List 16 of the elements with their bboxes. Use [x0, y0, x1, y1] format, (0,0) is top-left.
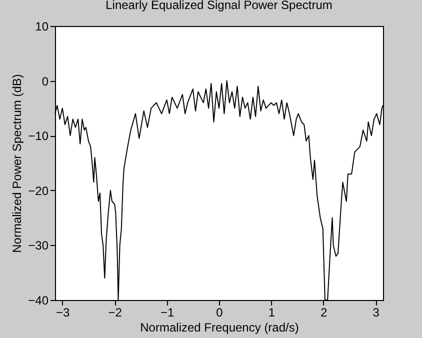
x-tick-label: −2 [108, 306, 122, 320]
y-tick-label: −10 [28, 129, 49, 144]
x-axis-title: Normalized Frequency (rad/s) [140, 320, 299, 334]
x-tick-label: 2 [320, 306, 328, 320]
y-tick-label: −20 [28, 184, 49, 198]
x-tick-label: 0 [216, 306, 224, 320]
chart-title: Linearly Equalized Signal Power Spectrum [106, 0, 332, 12]
y-tick-label: 0 [42, 74, 49, 88]
x-tick-label: 3 [372, 306, 380, 320]
y-tick-label: −40 [28, 294, 49, 308]
x-tick-label: −3 [56, 306, 70, 320]
y-tick-label: 10 [35, 20, 49, 34]
y-tick-label: −30 [28, 238, 49, 253]
x-tick-label: −1 [160, 306, 174, 320]
x-tick-label: 1 [268, 306, 276, 320]
y-axis-title: Normalized Power Spectrum (dB) [10, 74, 24, 253]
